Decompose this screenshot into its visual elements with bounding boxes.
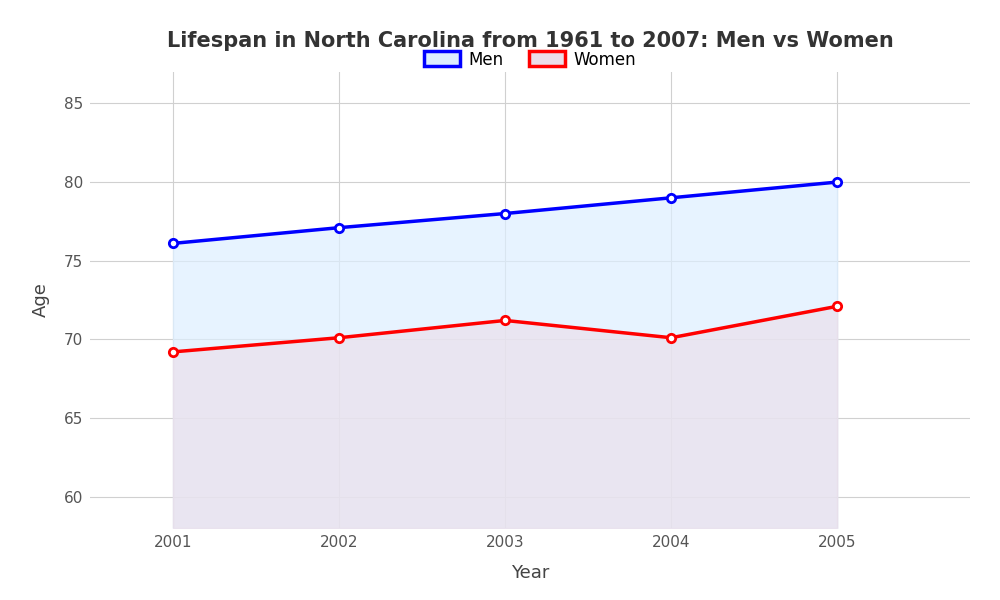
X-axis label: Year: Year: [511, 564, 549, 582]
Title: Lifespan in North Carolina from 1961 to 2007: Men vs Women: Lifespan in North Carolina from 1961 to …: [167, 31, 893, 51]
Legend: Men, Women: Men, Women: [417, 44, 643, 75]
Y-axis label: Age: Age: [32, 283, 50, 317]
